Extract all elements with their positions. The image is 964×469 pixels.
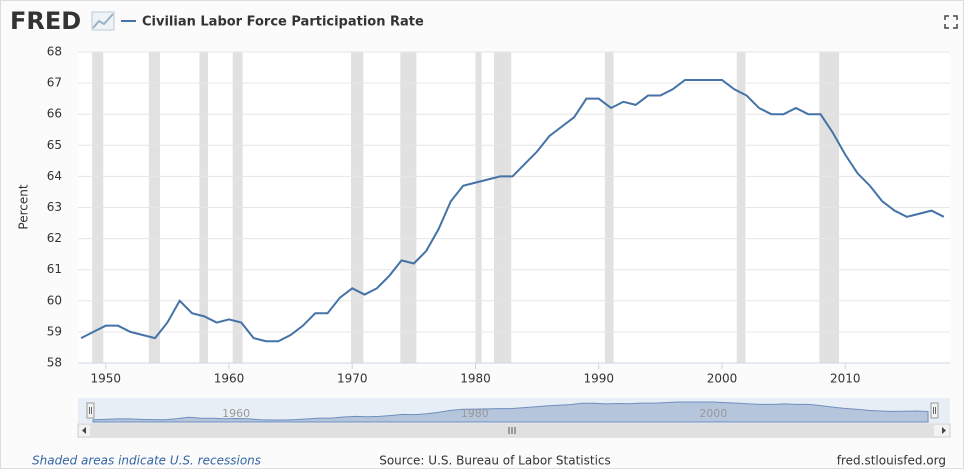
scrollbar-grip xyxy=(508,427,516,434)
navigator-tick-label: 1960 xyxy=(222,407,250,420)
data-line xyxy=(80,78,945,343)
navigator-series xyxy=(92,401,929,423)
logo: FRED xyxy=(10,7,81,35)
legend-label[interactable]: Civilian Labor Force Participation Rate xyxy=(142,15,424,30)
handle-grip xyxy=(89,407,92,414)
fullscreen-icon[interactable] xyxy=(944,15,958,29)
y-tick-label: 64 xyxy=(47,169,62,183)
y-tick-label: 65 xyxy=(47,138,62,152)
x-tick-label: 2000 xyxy=(707,372,738,386)
source: Source: U.S. Bureau of Labor Statistics xyxy=(379,454,611,468)
x-tick-label: 1990 xyxy=(583,372,614,386)
y-tick-label: 68 xyxy=(47,45,62,59)
logo-icon xyxy=(91,11,115,31)
navigator-tick-label: 1980 xyxy=(461,407,489,420)
credit[interactable]: fred.stlouisfed.org xyxy=(837,454,946,468)
y-axis-label: Percent xyxy=(17,184,31,229)
y-tick-label: 67 xyxy=(47,76,62,90)
y-tick-label: 59 xyxy=(47,324,62,338)
navigator-handle[interactable] xyxy=(930,402,939,419)
navigator-tick-label: 2000 xyxy=(699,407,727,420)
y-tick-label: 60 xyxy=(47,293,62,307)
x-tick-label: 2010 xyxy=(830,372,861,386)
y-tick-label: 63 xyxy=(47,200,62,214)
navigator-handle[interactable] xyxy=(86,402,95,419)
y-tick-label: 61 xyxy=(47,262,62,276)
y-tick-label: 66 xyxy=(47,107,62,121)
x-tick-label: 1970 xyxy=(337,372,368,386)
x-tick-label: 1950 xyxy=(90,372,121,386)
handle-grip xyxy=(933,407,936,414)
y-tick-label: 58 xyxy=(47,356,62,370)
x-tick-label: 1960 xyxy=(214,372,245,386)
recession-note[interactable]: Shaded areas indicate U.S. recessions xyxy=(32,454,261,468)
x-tick-label: 1980 xyxy=(460,372,491,386)
y-tick-label: 62 xyxy=(47,231,62,245)
